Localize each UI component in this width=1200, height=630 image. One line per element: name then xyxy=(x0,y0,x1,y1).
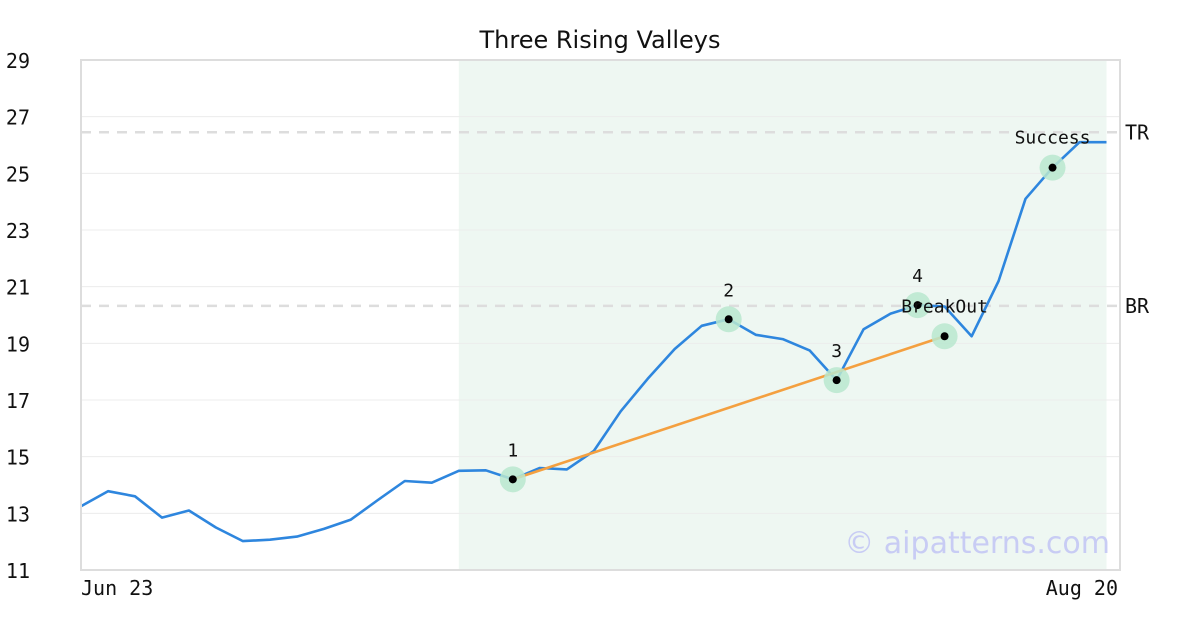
reference-line-label: BR xyxy=(1125,294,1150,318)
pattern-point xyxy=(508,475,517,484)
y-tick-label: 29 xyxy=(6,49,30,73)
pattern-point-label: 4 xyxy=(912,266,923,287)
pattern-point xyxy=(1048,163,1057,172)
y-tick-label: 19 xyxy=(6,332,30,356)
y-tick-label: 23 xyxy=(6,219,30,243)
series-layer xyxy=(80,140,1107,543)
chart-title: Three Rising Valleys xyxy=(478,26,720,54)
pattern-point xyxy=(913,301,922,310)
trend-layer xyxy=(512,335,945,481)
y-tick-label: 13 xyxy=(6,502,30,526)
y-tick-label: 27 xyxy=(6,106,30,130)
pattern-point-label: 3 xyxy=(831,341,842,362)
x-axis: Jun 23 Aug 20 xyxy=(81,576,1118,600)
plot-frame xyxy=(80,59,1121,571)
x-tick-label: Aug 20 xyxy=(1046,576,1118,600)
trend-line xyxy=(512,335,945,481)
reference-line-label: TR xyxy=(1125,120,1150,144)
y-tick-label: 21 xyxy=(6,276,30,300)
pattern-point-label: 2 xyxy=(723,280,734,301)
y-tick-label: 17 xyxy=(6,389,30,413)
pattern-point-label: BreakOut xyxy=(901,296,988,317)
grid-layer xyxy=(81,116,1120,514)
markers-layer: 1 2 3 4 BreakOut Success xyxy=(499,128,1091,493)
pattern-point xyxy=(940,332,949,341)
y-tick-label: 11 xyxy=(6,559,30,583)
x-tick-label: Jun 23 xyxy=(81,576,153,600)
price-series-line xyxy=(80,140,1107,543)
pattern-point-label: Success xyxy=(1015,128,1091,149)
y-axis: 11 13 15 17 19 21 23 25 27 29 xyxy=(6,49,30,583)
shaded-region-layer xyxy=(458,60,1107,570)
watermark: © aipatterns.com xyxy=(844,526,1110,561)
pattern-point xyxy=(832,376,841,385)
pattern-point xyxy=(724,315,733,324)
y-tick-label: 15 xyxy=(6,446,30,470)
pattern-point-label: 1 xyxy=(507,440,518,461)
horizontal-lines-layer: TR BR xyxy=(81,120,1150,318)
pattern-region xyxy=(458,60,1107,570)
y-tick-label: 25 xyxy=(6,162,30,186)
